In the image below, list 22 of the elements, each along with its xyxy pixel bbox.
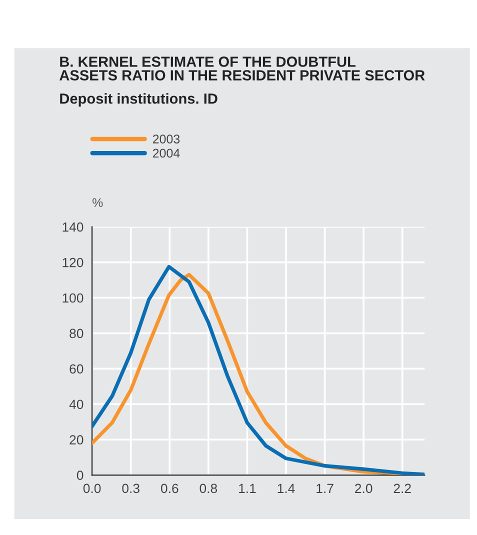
y-tick-label: 100 [62, 293, 84, 303]
y-tick-label: 20 [70, 435, 84, 445]
x-tick-label: 0.6 [160, 484, 178, 494]
x-tick-label: 0.8 [200, 484, 218, 494]
x-tick-label: 1.1 [239, 484, 256, 493]
legend-label: 2003 [152, 134, 180, 144]
chart-title: B. KERNEL ESTIMATE OF THE DOUBTFUL ASSETS RATIO IN THE RESIDENT PRIVATE SECTOR [60, 56, 425, 80]
x-tick-label: 0.3 [122, 484, 140, 494]
legend-label: 2004 [152, 148, 180, 158]
y-tick-label: 0 [76, 470, 84, 480]
x-tick-label: 1.7 [316, 484, 334, 493]
y-axis-title: % [92, 198, 103, 207]
y-tick-label: 120 [62, 258, 84, 268]
x-tick-label: 2.2 [394, 484, 411, 493]
x-tick-label: 2.0 [355, 484, 372, 494]
chart-subtitle: Deposit institutions. ID [60, 93, 218, 107]
x-tick-label: 1.4 [278, 484, 295, 493]
y-tick-label: 140 [62, 222, 84, 232]
x-tick-label: 0.0 [83, 484, 101, 494]
y-tick-label: 60 [70, 364, 84, 374]
y-tick-label: 40 [69, 400, 84, 410]
y-tick-label: 80 [70, 328, 84, 338]
